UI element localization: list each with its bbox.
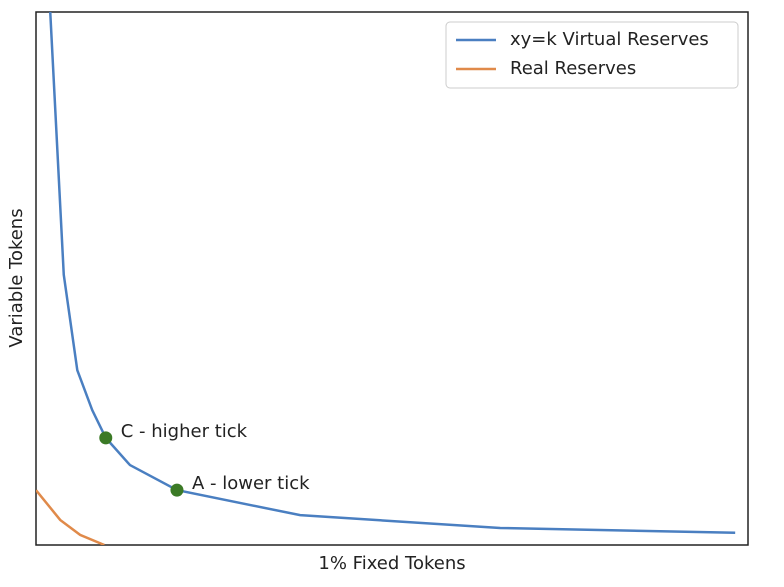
legend-label: xy=k Virtual Reserves bbox=[510, 29, 709, 50]
series-line bbox=[48, 12, 736, 534]
annotation-point bbox=[170, 483, 184, 497]
annotation-point bbox=[99, 431, 113, 445]
plot-frame bbox=[35, 11, 749, 546]
x-axis-label: 1% Fixed Tokens bbox=[318, 553, 465, 574]
legend-box bbox=[445, 21, 739, 89]
y-axis-label: Variable Tokens bbox=[6, 208, 27, 347]
series-line bbox=[36, 489, 105, 545]
legend-label: Real Reserves bbox=[510, 58, 636, 79]
annotation-label: C - higher tick bbox=[121, 421, 248, 442]
annotation-label: A - lower tick bbox=[192, 473, 310, 494]
